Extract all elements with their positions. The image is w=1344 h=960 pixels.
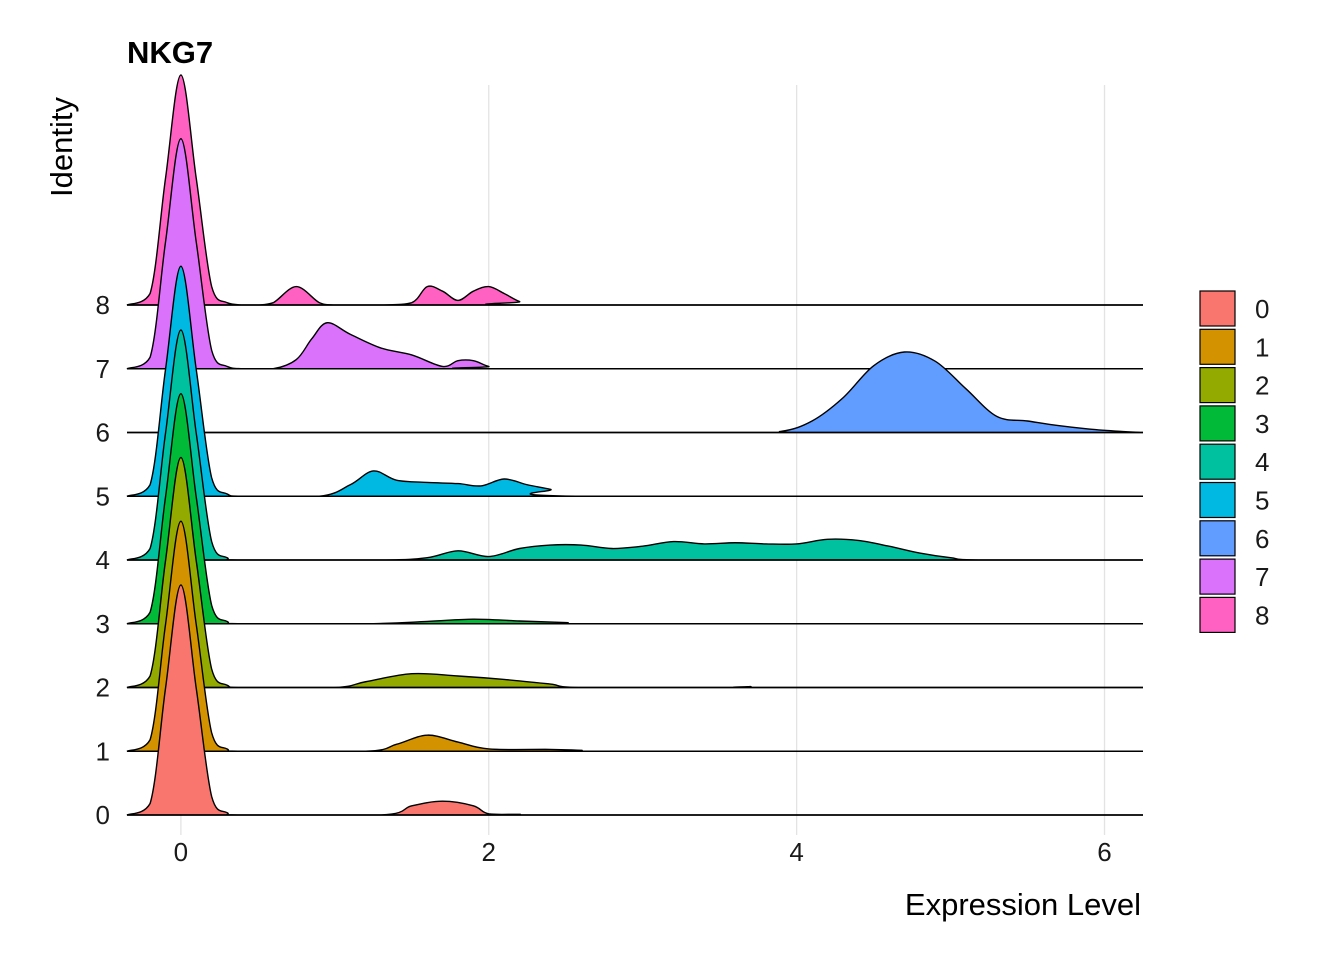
y-tick-label-6: 6 bbox=[96, 418, 110, 448]
legend-key-5 bbox=[1199, 481, 1236, 519]
y-tick-label-3: 3 bbox=[96, 609, 110, 639]
x-tick-label-2: 2 bbox=[482, 837, 496, 867]
x-axis-ticks: 0 2 4 6 bbox=[174, 837, 1112, 867]
y-axis-ticks: 0 1 2 3 4 5 6 7 8 bbox=[96, 290, 110, 830]
legend-key-2 bbox=[1199, 367, 1236, 404]
ridge-area-8 bbox=[126, 74, 1143, 306]
ridge-3 bbox=[126, 393, 1143, 625]
y-tick-label-2: 2 bbox=[96, 673, 110, 703]
ridge-1 bbox=[126, 520, 1143, 752]
ridge-4 bbox=[126, 329, 1143, 561]
ridge-area-6 bbox=[126, 351, 1144, 434]
legend-label-6: 6 bbox=[1255, 524, 1269, 554]
y-tick-label-7: 7 bbox=[96, 354, 110, 384]
legend-key-1 bbox=[1199, 328, 1236, 365]
legend-label-2: 2 bbox=[1255, 371, 1269, 401]
y-tick-label-4: 4 bbox=[96, 545, 110, 575]
legend-label-1: 1 bbox=[1255, 332, 1269, 362]
legend-label-5: 5 bbox=[1255, 486, 1269, 516]
ridge-2 bbox=[126, 456, 1143, 689]
ridge-area-5 bbox=[126, 265, 1143, 497]
legend-label-3: 3 bbox=[1255, 409, 1269, 439]
ridge-8 bbox=[126, 74, 1143, 306]
legend-key-4 bbox=[1199, 443, 1236, 480]
y-tick-label-1: 1 bbox=[96, 736, 110, 766]
ridge-area-4 bbox=[126, 329, 1143, 561]
legend-label-0: 0 bbox=[1255, 294, 1269, 324]
x-axis-title: Expression Level bbox=[905, 887, 1141, 922]
legend-label-7: 7 bbox=[1255, 562, 1269, 592]
legend-label-8: 8 bbox=[1255, 600, 1269, 630]
y-axis-title: Identity bbox=[44, 97, 79, 197]
legend-key-8 bbox=[1199, 596, 1236, 634]
y-tick-label-5: 5 bbox=[96, 481, 110, 511]
legend-key-0 bbox=[1199, 290, 1236, 327]
legend-key-6 bbox=[1199, 520, 1236, 557]
ridge-6 bbox=[126, 351, 1144, 434]
ridge-area-0 bbox=[126, 584, 1143, 816]
y-tick-label-8: 8 bbox=[96, 290, 110, 320]
ridge-area-7 bbox=[126, 138, 1143, 370]
ridge-area-2 bbox=[126, 456, 1143, 689]
ridge-7 bbox=[126, 138, 1143, 370]
ridges bbox=[126, 74, 1144, 816]
x-tick-label-4: 4 bbox=[789, 837, 803, 867]
x-tick-label-0: 0 bbox=[174, 837, 188, 867]
legend-key-3 bbox=[1199, 405, 1236, 442]
legend: 0 1 2 3 4 5 6 7 8 bbox=[1199, 290, 1269, 634]
legend-key-7 bbox=[1199, 558, 1236, 595]
ridge-0 bbox=[126, 584, 1143, 816]
x-tick-label-6: 6 bbox=[1097, 837, 1111, 867]
grid-lines bbox=[180, 85, 1106, 835]
legend-label-4: 4 bbox=[1255, 447, 1269, 477]
chart-title: NKG7 bbox=[127, 35, 213, 70]
y-tick-label-0: 0 bbox=[96, 800, 110, 830]
ridge-5 bbox=[126, 265, 1143, 497]
